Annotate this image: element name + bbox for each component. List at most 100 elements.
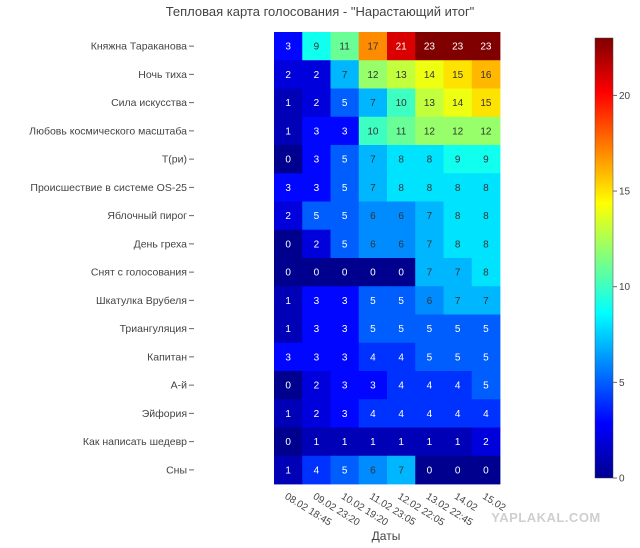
- heatmap-cell: [302, 145, 331, 174]
- heatmap-cell: [302, 60, 331, 89]
- cell-value-label: 2: [314, 98, 320, 109]
- heatmap-cell: [302, 88, 331, 118]
- cell-value-label: 10: [367, 126, 379, 137]
- heatmap-cell: [302, 229, 331, 259]
- cell-value-label: 5: [342, 155, 348, 166]
- heatmap-cell: [415, 399, 444, 428]
- heatmap-cell: [443, 342, 473, 372]
- cell-value-label: 4: [427, 381, 433, 392]
- row-label: Яблочный пирог: [107, 210, 187, 222]
- cell-value-label: 6: [370, 465, 376, 476]
- cell-value-label: 23: [452, 42, 464, 53]
- heatmap-cell: [330, 32, 360, 61]
- cell-value-label: 7: [370, 155, 376, 166]
- row-label: Сила искусства: [111, 97, 187, 109]
- heatmap-cell: [330, 455, 360, 485]
- row-label: Сны: [166, 464, 187, 476]
- heatmap-cell: [415, 427, 444, 457]
- cell-value-label: 4: [455, 409, 461, 420]
- heatmap-cell: [274, 286, 303, 315]
- heatmap-cell: [387, 427, 416, 457]
- cell-value-label: 3: [285, 183, 291, 194]
- heatmap-cell: [471, 314, 501, 344]
- row-label: Триангуляция: [120, 323, 187, 335]
- cell-value-label: 2: [314, 409, 320, 420]
- heatmap-cell: [387, 32, 416, 61]
- heatmap-cell: [415, 258, 444, 287]
- cell-value-label: 0: [285, 155, 291, 166]
- heatmap-cell: [330, 201, 360, 231]
- heatmap-cell: [358, 88, 388, 118]
- heatmap-cell: [471, 399, 501, 428]
- cell-value-label: 15: [452, 70, 464, 81]
- cell-value-label: 3: [314, 296, 320, 307]
- heatmap-cell: [358, 258, 388, 287]
- cell-value-label: 0: [483, 465, 489, 476]
- row-label: Капитан: [147, 351, 187, 363]
- heatmap-cell: [274, 258, 303, 287]
- cell-value-label: 3: [342, 126, 348, 137]
- heatmap-cell: [443, 32, 473, 61]
- heatmap-cell: [302, 286, 331, 315]
- cell-value-label: 0: [285, 381, 291, 392]
- cell-value-label: 0: [314, 268, 320, 279]
- heatmap-cell: [387, 371, 416, 400]
- heatmap-cell: [274, 201, 303, 231]
- cell-value-label: 5: [314, 211, 320, 222]
- heatmap-cell: [274, 314, 303, 344]
- cell-value-label: 5: [342, 98, 348, 109]
- heatmap-cell: [387, 286, 416, 315]
- cell-value-label: 8: [427, 183, 433, 194]
- heatmap-cell: [330, 258, 360, 287]
- cell-value-label: 1: [285, 98, 291, 109]
- heatmap-cell: [415, 286, 444, 315]
- cell-value-label: 12: [367, 70, 379, 81]
- cell-value-label: 3: [314, 155, 320, 166]
- heatmap-cell: [415, 173, 444, 202]
- cell-value-label: 1: [285, 126, 291, 137]
- heatmap-cell: [415, 229, 444, 259]
- heatmap-cell: [471, 145, 501, 174]
- cell-value-label: 16: [480, 70, 492, 81]
- cell-value-label: 12: [480, 126, 492, 137]
- heatmap-cell: [387, 173, 416, 202]
- heatmap-cell: [302, 455, 331, 485]
- heatmap-cell: [358, 399, 388, 428]
- cell-value-label: 5: [342, 239, 348, 250]
- heatmap-cell: [274, 229, 303, 259]
- cell-value-label: 7: [370, 183, 376, 194]
- cell-value-label: 3: [370, 381, 376, 392]
- heatmap-cell: [387, 88, 416, 118]
- heatmap-cell: [443, 371, 473, 400]
- cell-value-label: 3: [285, 352, 291, 363]
- cell-value-label: 2: [285, 70, 291, 81]
- cell-value-label: 1: [342, 437, 348, 448]
- heatmap-cell: [471, 342, 501, 372]
- heatmap-cell: [330, 314, 360, 344]
- heatmap-cell: [302, 427, 331, 457]
- cell-value-label: 5: [455, 352, 461, 363]
- row-label: Т(ри): [162, 154, 187, 166]
- cell-value-label: 5: [427, 324, 433, 335]
- heatmap-cell: [387, 342, 416, 372]
- cell-value-label: 7: [342, 70, 348, 81]
- cell-value-label: 0: [285, 239, 291, 250]
- heatmap-cell: [358, 116, 388, 146]
- heatmap-cell: [358, 342, 388, 372]
- heatmap-cell: [302, 32, 331, 61]
- heatmap-cell: [471, 173, 501, 202]
- cell-value-label: 9: [314, 42, 320, 53]
- heatmap-cell: [358, 427, 388, 457]
- heatmap-cell: [471, 258, 501, 287]
- cell-value-label: 7: [455, 296, 461, 307]
- cell-value-label: 6: [398, 239, 404, 250]
- cell-value-label: 2: [285, 211, 291, 222]
- heatmap-cell: [274, 342, 303, 372]
- row-label: Любовь космического масштаба: [29, 125, 187, 137]
- cell-value-label: 13: [396, 70, 408, 81]
- heatmap-cell: [274, 455, 303, 485]
- cell-value-label: 3: [285, 42, 291, 53]
- cell-value-label: 3: [314, 126, 320, 137]
